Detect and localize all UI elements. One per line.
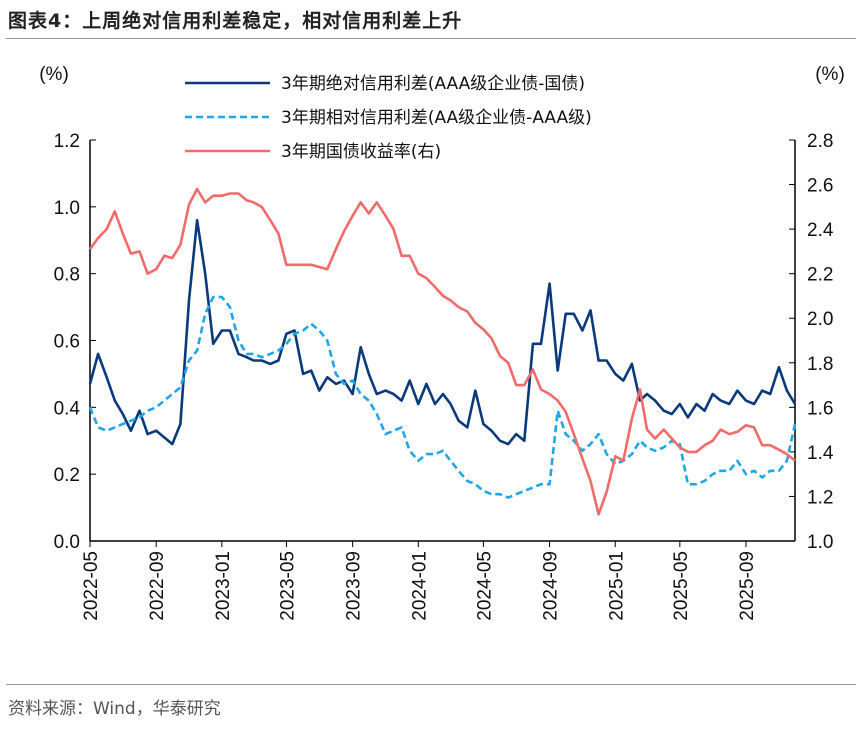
left-tick-label: 1.0 (54, 198, 80, 219)
right-tick-label: 1.6 (807, 398, 833, 419)
right-tick-label: 2.0 (807, 309, 833, 330)
chart-title: 图表4：上周绝对信用利差稳定，相对信用利差上升 (8, 10, 463, 32)
right-tick-label: 1.8 (807, 354, 833, 375)
x-tick-label: 2025-09 (737, 551, 758, 621)
title-divider (6, 38, 856, 39)
series-line-1 (88, 218, 797, 446)
left-tick-label: 0.6 (54, 332, 80, 353)
left-tick-label: 0.4 (54, 398, 81, 419)
right-tick-label: 1.2 (807, 487, 833, 508)
x-tick-label: 2022-09 (147, 551, 168, 621)
x-tick-label: 2024-01 (409, 551, 430, 621)
series-line-3 (88, 187, 796, 516)
right-tick-label: 1.0 (807, 532, 833, 553)
legend-label-3: 3年期国债收益率(右) (281, 142, 441, 162)
left-tick-label: 0.0 (54, 532, 80, 553)
legend-label-1: 3年期绝对信用利差(AAA级企业债-国债) (281, 74, 585, 94)
x-tick-label: 2023-01 (213, 551, 234, 621)
x-tick-label: 2023-09 (344, 551, 365, 621)
left-tick-label: 0.2 (54, 465, 80, 486)
right-tick-label: 1.4 (807, 443, 834, 464)
source-divider (6, 684, 856, 685)
right-tick-label: 2.2 (807, 265, 833, 286)
x-tick-label: 2025-01 (606, 551, 627, 621)
legend-label-2: 3年期相对信用利差(AA级企业债-AAA级) (281, 108, 592, 128)
right-tick-label: 2.8 (807, 131, 833, 152)
x-tick-label: 2024-09 (541, 551, 562, 621)
x-tick-label: 2023-05 (277, 551, 298, 621)
x-tick-label: 2025-05 (671, 551, 692, 621)
right-tick-label: 2.4 (807, 220, 834, 241)
right-axis-unit: (%) (815, 64, 845, 85)
left-tick-label: 0.8 (54, 265, 80, 286)
source-note: 资料来源：Wind，华泰研究 (8, 699, 221, 719)
left-axis-unit: (%) (39, 64, 69, 85)
left-tick-label: 1.2 (54, 131, 80, 152)
right-tick-label: 2.6 (807, 176, 833, 197)
x-tick-label: 2022-05 (81, 551, 102, 621)
series-line-2 (88, 295, 797, 499)
x-tick-label: 2024-05 (474, 551, 495, 621)
